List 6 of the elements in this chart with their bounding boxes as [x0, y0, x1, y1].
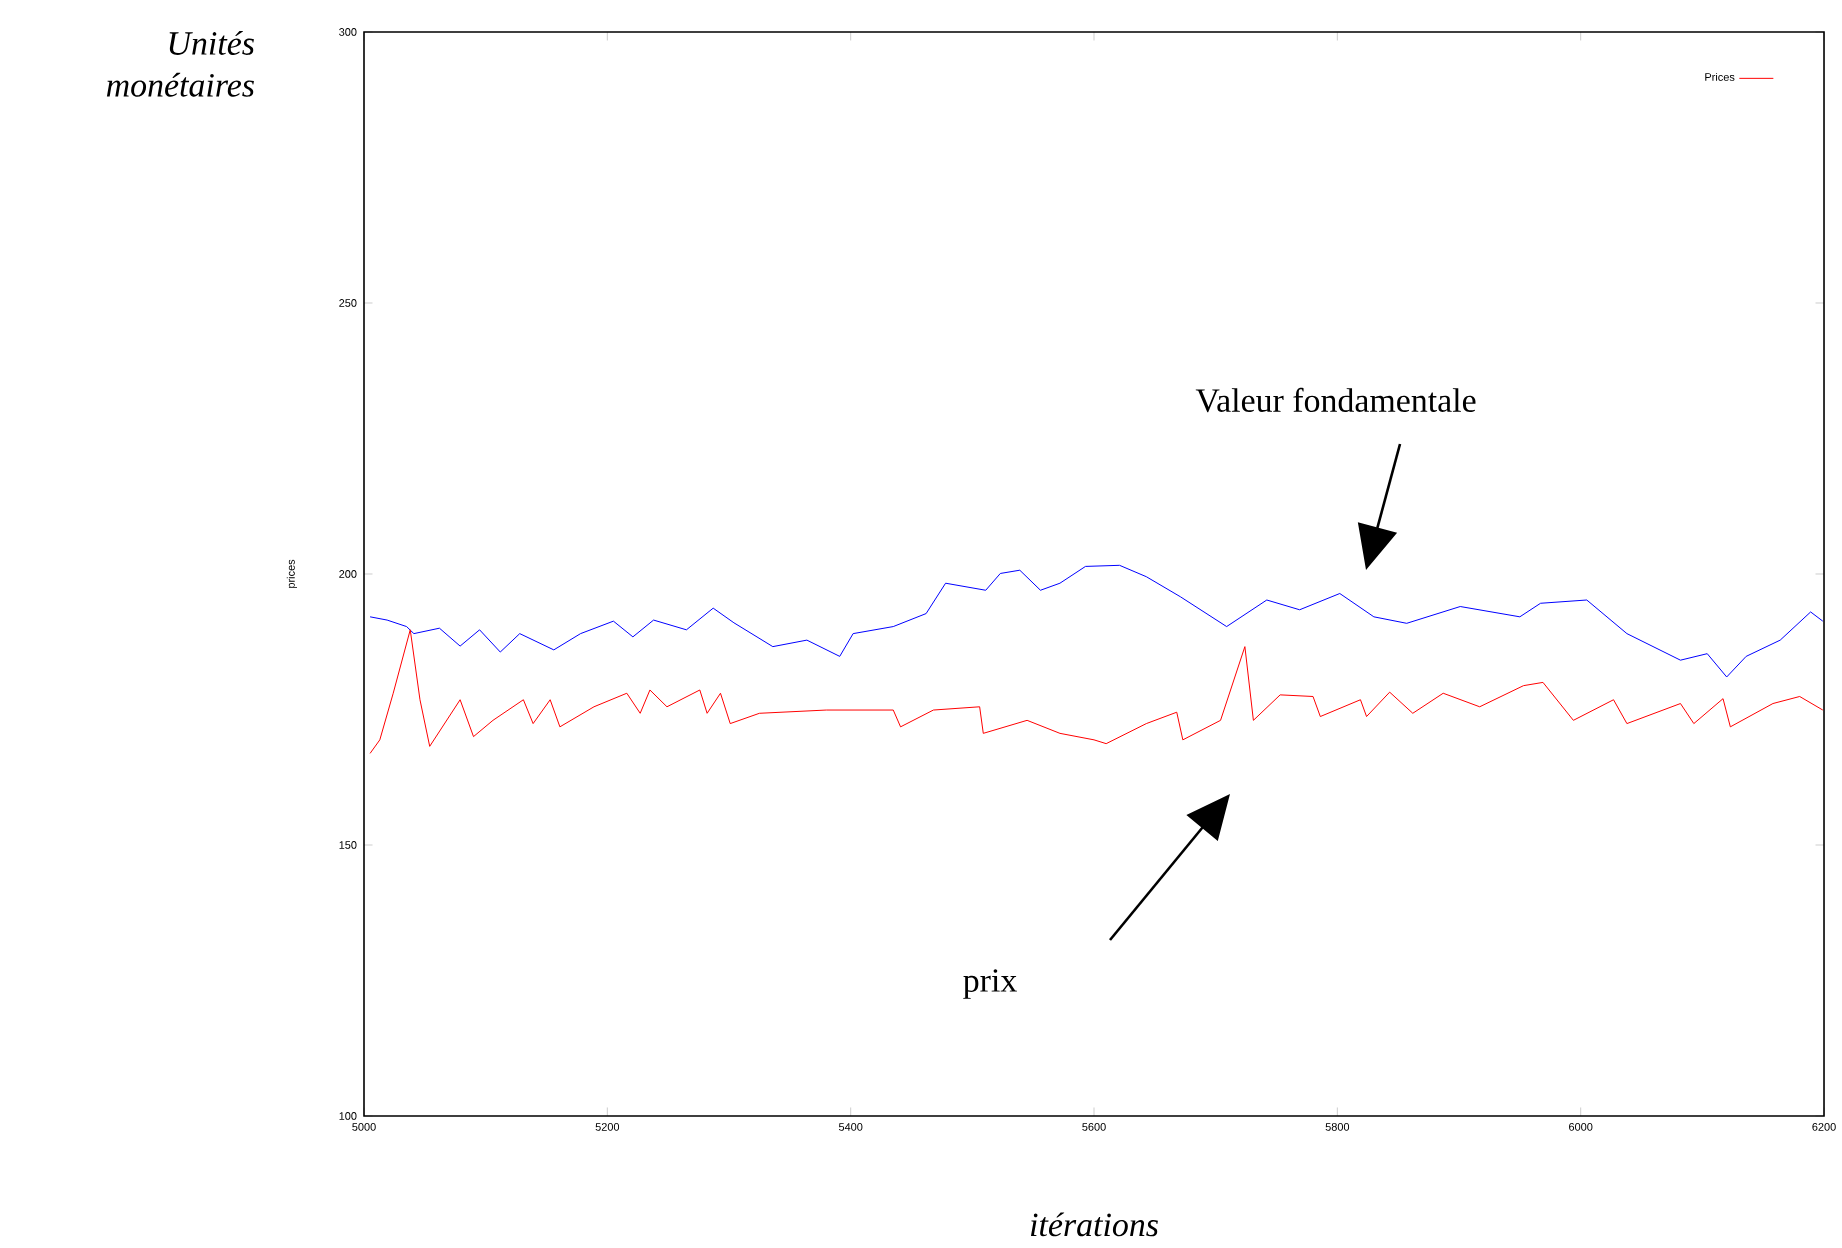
annotation: prix	[963, 969, 1017, 999]
x-axis-title: itérations	[1030, 1212, 1158, 1237]
text: Unités monétaires	[106, 31, 254, 97]
annotation: Valeur fondamentale	[1195, 387, 1476, 413]
line-series	[369, 629, 1824, 754]
line-series	[369, 564, 1824, 678]
